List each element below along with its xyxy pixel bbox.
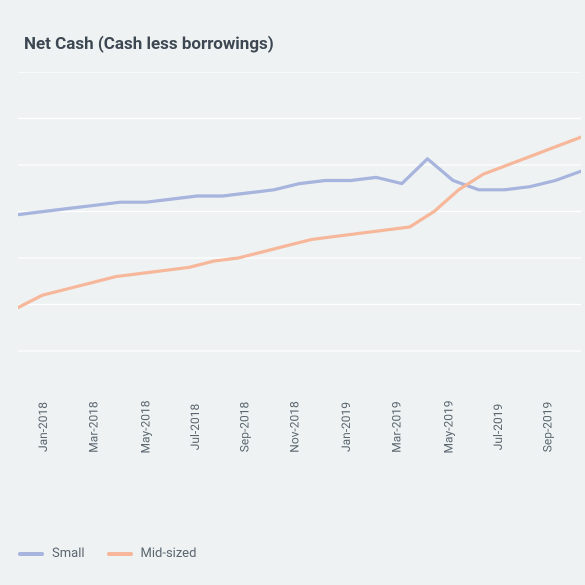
x-tick: Jul-2019: [475, 388, 521, 407]
x-tick: Mar-2019: [371, 388, 422, 407]
x-tick-label: Jan-2018: [36, 402, 50, 452]
legend-swatch: [18, 552, 44, 556]
x-tick-label: May-2019: [442, 401, 456, 454]
x-tick-label: Sep-2019: [540, 402, 554, 453]
x-tick: Sep-2018: [219, 388, 270, 407]
legend: Small Mid-sized: [18, 546, 196, 561]
x-tick: Jan-2019: [321, 388, 371, 407]
x-tick-label: Mar-2019: [390, 401, 404, 452]
legend-swatch: [107, 552, 133, 556]
legend-item-mid-sized: Mid-sized: [107, 546, 197, 561]
legend-label: Small: [52, 546, 85, 561]
x-tick-label: Nov-2018: [288, 401, 302, 452]
chart-svg: [18, 72, 581, 382]
x-tick-label: Jul-2019: [491, 404, 505, 450]
x-tick-label: Sep-2018: [237, 402, 251, 453]
series-mid-sized: [18, 137, 581, 308]
x-axis: Jan-2018Mar-2018May-2018Jul-2018Sep-2018…: [18, 382, 581, 407]
x-tick: May-2018: [119, 388, 172, 407]
chart-title: Net Cash (Cash less borrowings): [24, 34, 585, 54]
x-tick: Jan-2018: [18, 388, 68, 407]
legend-label: Mid-sized: [141, 546, 197, 561]
chart-card: Net Cash (Cash less borrowings) Jan-2018…: [0, 0, 585, 585]
x-tick-label: Jul-2018: [189, 404, 203, 450]
x-tick-label: Jan-2019: [339, 402, 353, 452]
x-tick: Nov-2018: [269, 388, 320, 407]
legend-item-small: Small: [18, 546, 85, 561]
plot-area: [18, 72, 581, 382]
x-tick: Jul-2018: [172, 388, 218, 407]
x-tick-label: Mar-2018: [87, 401, 101, 452]
x-tick: Sep-2019: [522, 388, 573, 407]
x-tick: May-2019: [422, 388, 475, 407]
x-tick: Nov-2019: [572, 388, 585, 407]
x-tick-label: May-2018: [139, 401, 153, 454]
series-small: [18, 159, 581, 215]
x-tick: Mar-2018: [68, 388, 119, 407]
